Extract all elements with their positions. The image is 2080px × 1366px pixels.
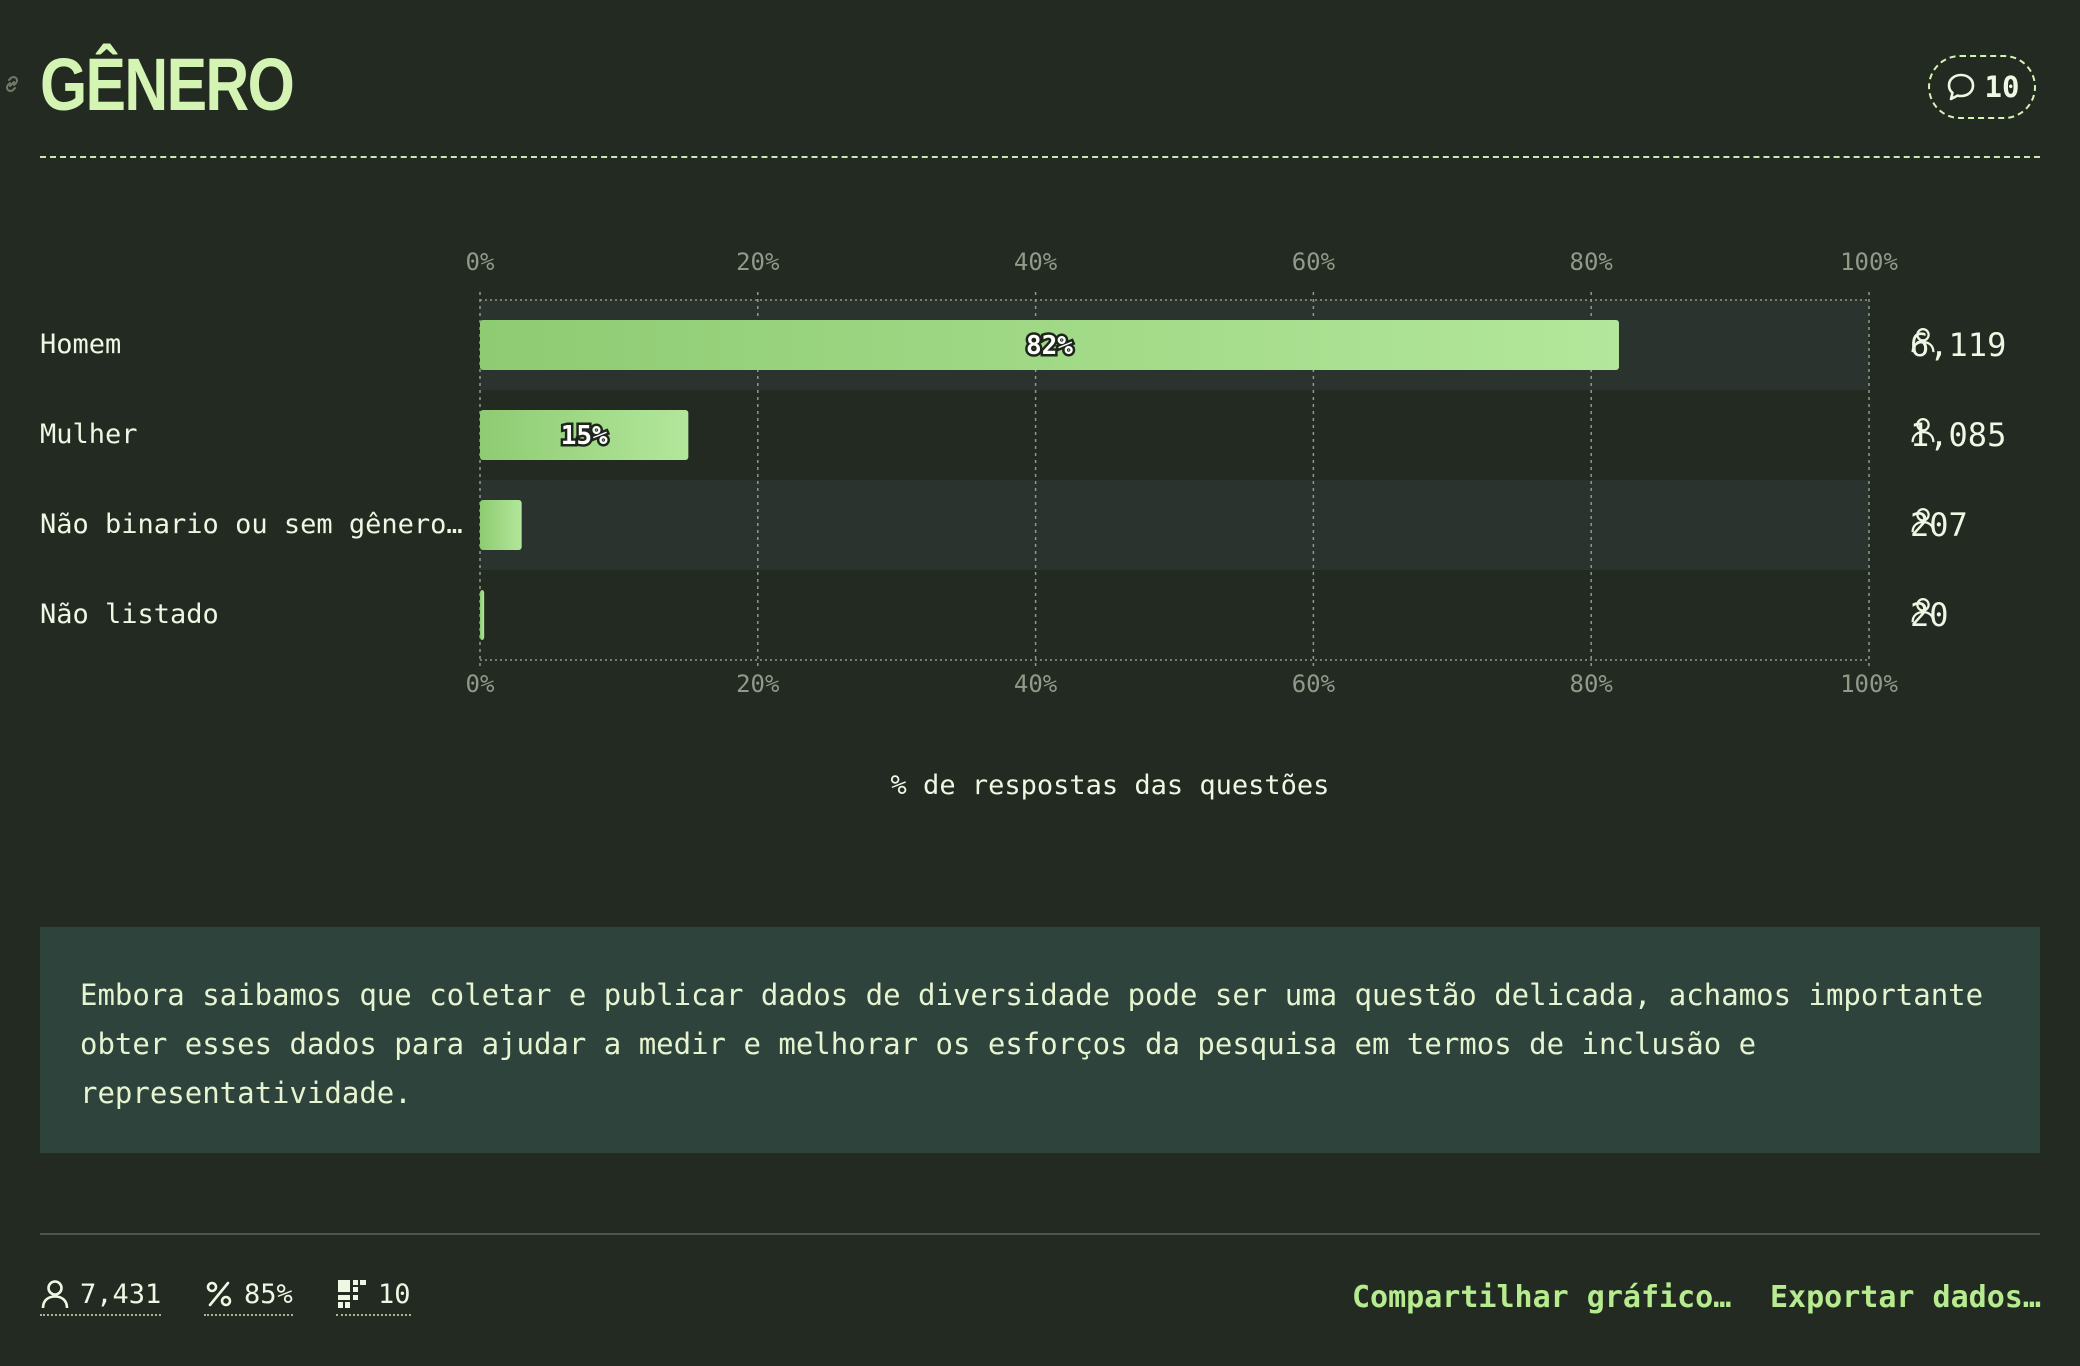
export-data-link[interactable]: Exportar dados… <box>1770 1280 2041 1315</box>
x-tick-label-bottom: 40% <box>1014 670 1058 698</box>
chart-svg: 0% 0% 20% 20% 40% 40% 60% 60% 80% 80% 100% 100% 82% 1… <box>466 248 1899 698</box>
x-tick-label-top: 60% <box>1292 248 1336 276</box>
person-icon <box>1911 418 1935 443</box>
person-icon <box>1911 598 1935 623</box>
bar <box>480 320 1619 370</box>
category-label: Homem <box>40 329 122 360</box>
person-icon <box>1911 508 1935 533</box>
comment-bubble-icon <box>1947 73 1974 101</box>
x-tick-label-top: 20% <box>736 248 780 276</box>
category-label: Não listado <box>40 599 219 630</box>
gender-bar-chart: 0% 0% 20% 20% 40% 40% 60% 60% 80% 80% 100% 100% 82% 1… <box>40 240 2040 820</box>
x-tick-label-top: 80% <box>1570 248 1614 276</box>
questions-value: 10 <box>378 1278 411 1310</box>
category-label: Mulher <box>40 419 138 450</box>
header-divider <box>40 156 2040 158</box>
respondent-count: 1,085 <box>1910 415 2006 455</box>
person-icon <box>1911 328 1935 353</box>
bar <box>480 590 485 640</box>
x-tick-label-top: 40% <box>1014 248 1058 276</box>
percent-icon <box>206 1281 232 1307</box>
respondent-count-value: 1,085 <box>1910 416 2007 454</box>
x-tick-label-bottom: 60% <box>1292 670 1336 698</box>
page-title: GÊNERO <box>40 43 295 126</box>
x-tick-label-top: 0% <box>466 248 495 276</box>
x-axis-title-text: % de respostas das questões <box>890 770 1330 801</box>
share-chart-link[interactable]: Compartilhar gráfico… <box>1352 1280 1732 1315</box>
respondent-count: 207 <box>1910 505 1968 545</box>
x-tick-label-top: 100% <box>1840 248 1898 276</box>
bar <box>480 410 689 460</box>
x-tick-label-bottom: 100% <box>1840 670 1898 698</box>
info-note: Embora saibamos que coletar e publicar d… <box>40 927 2040 1153</box>
respondent-count: 6,119 <box>1910 325 2006 365</box>
respondent-count-value: 207 <box>1910 506 1968 544</box>
blocks-icon <box>338 1280 366 1308</box>
bar <box>480 500 522 550</box>
bar-value-label: 15% <box>561 421 608 451</box>
questions-stat[interactable]: 10 <box>336 1278 411 1316</box>
x-tick-label-bottom: 80% <box>1570 670 1614 698</box>
person-icon <box>41 1280 69 1309</box>
page: GÊNERO 10 0% 0% 20% 20% 40% 40% 60% 60% 80% 80% 10… <box>5 0 2041 1366</box>
respondents-stat[interactable]: 7,431 <box>40 1278 162 1316</box>
category-label: Não binario ou sem gênero… <box>40 509 463 540</box>
link-icon[interactable] <box>0 72 24 96</box>
respondent-count-value: 6,119 <box>1910 326 2007 364</box>
completion-value: 85% <box>244 1278 293 1310</box>
bar-value-label: 82% <box>1026 331 1073 361</box>
x-tick-label-bottom: 20% <box>736 670 780 698</box>
row-background <box>480 480 1869 570</box>
respondents-value: 7,431 <box>80 1278 162 1310</box>
comments-count: 10 <box>1984 70 2020 104</box>
note-text: Embora saibamos que coletar e publicar d… <box>80 978 1984 1110</box>
x-axis-title: % de respostas das questões <box>40 770 2040 801</box>
completion-stat[interactable]: 85% <box>204 1278 293 1316</box>
footer-divider <box>40 1233 2040 1235</box>
respondent-count: 20 <box>1910 595 1949 635</box>
x-tick-label-bottom: 0% <box>466 670 495 698</box>
comments-button[interactable]: 10 <box>1928 55 2036 119</box>
